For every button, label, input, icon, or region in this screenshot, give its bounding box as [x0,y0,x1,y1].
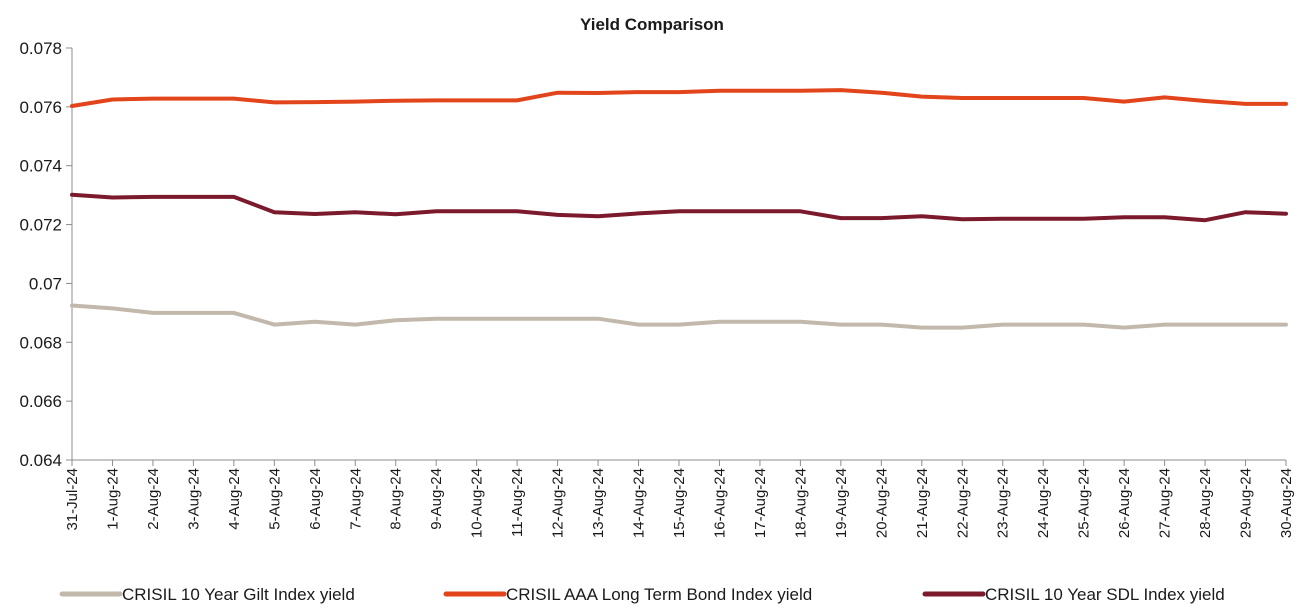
x-tick-label: 8-Aug-24 [388,468,405,530]
y-tick-label: 0.072 [19,216,62,235]
y-tick-label: 0.074 [19,157,62,176]
x-tick-label: 31-Jul-24 [64,468,81,531]
y-tick-label: 0.076 [19,98,62,117]
x-tick-label: 18-Aug-24 [792,468,809,538]
x-tick-label: 2-Aug-24 [145,468,162,530]
x-tick-label: 11-Aug-24 [509,468,526,537]
x-tick-label: 6-Aug-24 [307,468,324,530]
x-tick-label: 21-Aug-24 [914,468,931,538]
legend-label-1: CRISIL 10 Year Gilt Index yield [122,585,355,604]
x-tick-label: 23-Aug-24 [995,468,1012,538]
x-tick-label: 3-Aug-24 [185,468,202,530]
x-tick-label: 19-Aug-24 [833,468,850,538]
legend-label-3: CRISIL 10 Year SDL Index yield [985,585,1225,604]
x-tick-label: 12-Aug-24 [550,468,567,538]
x-tick-label: 20-Aug-24 [873,468,890,538]
x-tick-label: 26-Aug-24 [1116,468,1133,538]
x-tick-label: 30-Aug-24 [1278,468,1295,538]
x-tick-label: 28-Aug-24 [1197,468,1214,538]
y-tick-label: 0.07 [29,274,62,293]
x-tick-label: 1-Aug-24 [104,468,121,530]
axes-group: 0.064 0.066 0.068 0.07 0.072 0.074 0.076 0.078 3… [19,39,1295,538]
series-line-2 [70,88,1288,108]
legend: CRISIL 10 Year Gilt Index yield CRISIL AA… [59,585,1225,604]
x-tick-label: 25-Aug-24 [1076,468,1093,538]
y-tick-label: 0.078 [19,39,62,58]
x-tick-label: 24-Aug-24 [1035,468,1052,538]
x-tick-label: 14-Aug-24 [631,468,648,538]
x-tick-label: 22-Aug-24 [954,468,971,538]
y-tick-label: 0.066 [19,392,62,411]
y-tick-label: 0.064 [19,451,62,470]
x-tick-label: 10-Aug-24 [469,468,486,538]
x-tick-label: 7-Aug-24 [347,468,364,530]
x-tick-label: 9-Aug-24 [428,468,445,530]
legend-label-2: CRISIL AAA Long Term Bond Index yield [506,585,812,604]
x-tick-label: 17-Aug-24 [752,468,769,538]
series-line-1 [70,303,1288,330]
x-tick-label: 16-Aug-24 [711,468,728,538]
x-tick-label: 27-Aug-24 [1157,468,1174,538]
y-tick-label: 0.068 [19,333,62,352]
x-tick-label: 4-Aug-24 [226,468,243,530]
x-tick-label: 5-Aug-24 [266,468,283,530]
x-tick-label: 29-Aug-24 [1238,468,1255,538]
series-group [70,88,1288,330]
chart-title: Yield Comparison [580,15,724,34]
x-tick-label: 15-Aug-24 [671,468,688,538]
series-line-3 [70,192,1288,223]
x-tick-label: 13-Aug-24 [590,468,607,538]
